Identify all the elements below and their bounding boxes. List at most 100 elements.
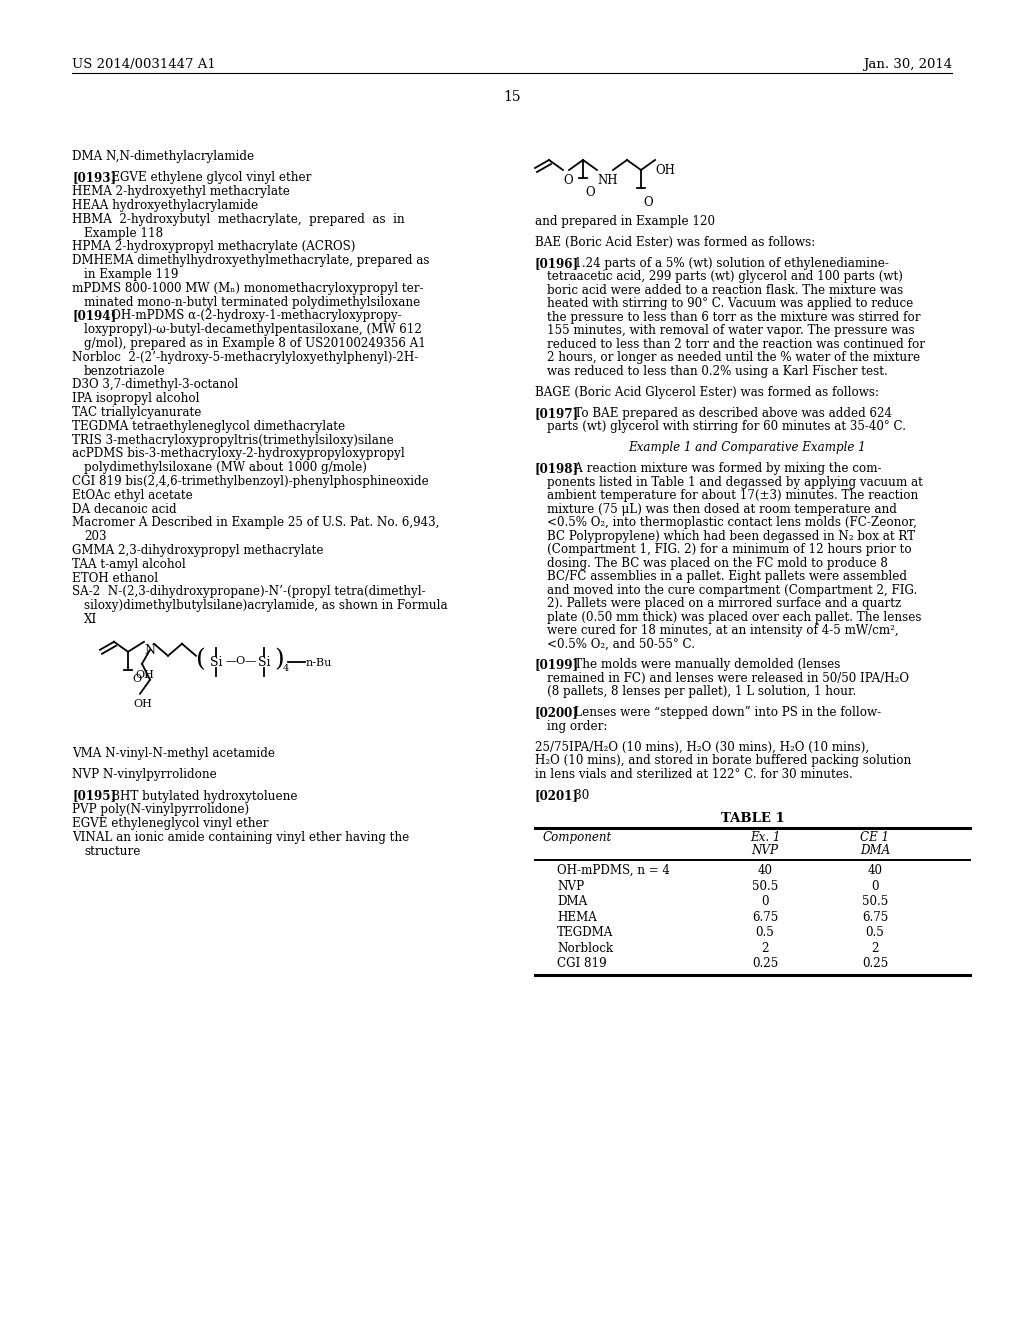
Text: TABLE 1: TABLE 1: [721, 812, 784, 825]
Text: reduced to less than 2 torr and the reaction was continued for: reduced to less than 2 torr and the reac…: [547, 338, 925, 351]
Text: acPDMS bis-3-methacryloxy-2-hydroxypropyloxypropyl: acPDMS bis-3-methacryloxy-2-hydroxypropy…: [72, 447, 404, 461]
Text: 40: 40: [867, 865, 883, 878]
Text: [0194]: [0194]: [72, 309, 117, 322]
Text: BHT butylated hydroxytoluene: BHT butylated hydroxytoluene: [100, 789, 298, 803]
Text: Si: Si: [210, 656, 222, 669]
Text: DA decanoic acid: DA decanoic acid: [72, 503, 176, 516]
Text: A reaction mixture was formed by mixing the com-: A reaction mixture was formed by mixing …: [563, 462, 882, 475]
Text: OH-mPDMS α-(2-hydroxy-1-methacryloxypropy-: OH-mPDMS α-(2-hydroxy-1-methacryloxyprop…: [100, 309, 401, 322]
Text: and moved into the cure compartment (Compartment 2, FIG.: and moved into the cure compartment (Com…: [547, 583, 918, 597]
Text: [0193]: [0193]: [72, 172, 116, 185]
Text: the pressure to less than 6 torr as the mixture was stirred for: the pressure to less than 6 torr as the …: [547, 310, 921, 323]
Text: NVP: NVP: [557, 879, 584, 892]
Text: Component: Component: [543, 832, 612, 845]
Text: DMA: DMA: [557, 895, 587, 908]
Text: 2). Pallets were placed on a mirrored surface and a quartz: 2). Pallets were placed on a mirrored su…: [547, 597, 901, 610]
Text: 0.25: 0.25: [862, 957, 888, 970]
Text: O: O: [585, 186, 595, 199]
Text: 0.25: 0.25: [752, 957, 778, 970]
Text: D3O 3,7-dimethyl-3-octanol: D3O 3,7-dimethyl-3-octanol: [72, 379, 239, 392]
Text: TRIS 3-methacryloxypropyltris(trimethylsiloxy)silane: TRIS 3-methacryloxypropyltris(trimethyls…: [72, 433, 394, 446]
Text: Example 118: Example 118: [84, 227, 163, 240]
Text: CGI 819 bis(2,4,6-trimethylbenzoyl)-phenylphosphineoxide: CGI 819 bis(2,4,6-trimethylbenzoyl)-phen…: [72, 475, 429, 488]
Text: 2 hours, or longer as needed until the % water of the mixture: 2 hours, or longer as needed until the %…: [547, 351, 921, 364]
Text: TEGDMA: TEGDMA: [557, 927, 613, 940]
Text: was reduced to less than 0.2% using a Karl Fischer test.: was reduced to less than 0.2% using a Ka…: [547, 364, 888, 378]
Text: OH: OH: [655, 164, 675, 177]
Text: mixture (75 μL) was then dosed at room temperature and: mixture (75 μL) was then dosed at room t…: [547, 503, 897, 516]
Text: O: O: [132, 673, 141, 684]
Text: Ex. 1: Ex. 1: [750, 832, 780, 845]
Text: HPMA 2-hydroxypropyl methacrylate (ACROS): HPMA 2-hydroxypropyl methacrylate (ACROS…: [72, 240, 355, 253]
Text: 50.5: 50.5: [862, 895, 888, 908]
Text: DMA: DMA: [860, 843, 890, 857]
Text: 40: 40: [758, 865, 772, 878]
Text: GMMA 2,3-dihydroxypropyl methacrylate: GMMA 2,3-dihydroxypropyl methacrylate: [72, 544, 324, 557]
Text: plate (0.50 mm thick) was placed over each pallet. The lenses: plate (0.50 mm thick) was placed over ea…: [547, 611, 922, 623]
Text: Lenses were “stepped down” into PS in the follow-: Lenses were “stepped down” into PS in th…: [563, 706, 882, 719]
Text: mPDMS 800-1000 MW (Mₙ) monomethacryloxypropyl ter-: mPDMS 800-1000 MW (Mₙ) monomethacryloxyp…: [72, 281, 424, 294]
Text: EGVE ethylene glycol vinyl ether: EGVE ethylene glycol vinyl ether: [100, 172, 311, 185]
Text: structure: structure: [84, 845, 140, 858]
Text: ponents listed in Table 1 and degassed by applying vacuum at: ponents listed in Table 1 and degassed b…: [547, 475, 923, 488]
Text: (Compartment 1, FIG. 2) for a minimum of 12 hours prior to: (Compartment 1, FIG. 2) for a minimum of…: [547, 543, 911, 556]
Text: parts (wt) glycerol with stirring for 60 minutes at 35-40° C.: parts (wt) glycerol with stirring for 60…: [547, 420, 906, 433]
Text: polydimethylsiloxane (MW about 1000 g/mole): polydimethylsiloxane (MW about 1000 g/mo…: [84, 461, 367, 474]
Text: VMA N-vinyl-N-methyl acetamide: VMA N-vinyl-N-methyl acetamide: [72, 747, 275, 760]
Text: tetraacetic acid, 299 parts (wt) glycerol and 100 parts (wt): tetraacetic acid, 299 parts (wt) glycero…: [547, 271, 903, 284]
Text: 4: 4: [283, 664, 289, 673]
Text: CGI 819: CGI 819: [557, 957, 606, 970]
Text: Jan. 30, 2014: Jan. 30, 2014: [863, 58, 952, 71]
Text: [0195]: [0195]: [72, 789, 116, 803]
Text: 1.24 parts of a 5% (wt) solution of ethylenediamine-: 1.24 parts of a 5% (wt) solution of ethy…: [563, 257, 889, 269]
Text: CE 1: CE 1: [860, 832, 890, 845]
Text: PVP poly(N-vinylpyrrolidone): PVP poly(N-vinylpyrrolidone): [72, 804, 249, 816]
Text: benzotriazole: benzotriazole: [84, 364, 166, 378]
Text: —O—: —O—: [226, 656, 257, 665]
Text: HEMA: HEMA: [557, 911, 597, 924]
Text: O: O: [643, 195, 652, 209]
Text: 6.75: 6.75: [862, 911, 888, 924]
Text: TEGDMA tetraethyleneglycol dimethacrylate: TEGDMA tetraethyleneglycol dimethacrylat…: [72, 420, 345, 433]
Text: boric acid were added to a reaction flask. The mixture was: boric acid were added to a reaction flas…: [547, 284, 903, 297]
Text: 155 minutes, with removal of water vapor. The pressure was: 155 minutes, with removal of water vapor…: [547, 325, 914, 338]
Text: 0.5: 0.5: [865, 927, 885, 940]
Text: in Example 119: in Example 119: [84, 268, 178, 281]
Text: 0: 0: [871, 879, 879, 892]
Text: <0.5% O₂, into thermoplastic contact lens molds (FC-Zeonor,: <0.5% O₂, into thermoplastic contact len…: [547, 516, 916, 529]
Text: DMA N,N-dimethylacrylamide: DMA N,N-dimethylacrylamide: [72, 150, 254, 162]
Text: DMHEMA dimethylhydroxyethylmethacrylate, prepared as: DMHEMA dimethylhydroxyethylmethacrylate,…: [72, 255, 429, 267]
Text: ambient temperature for about 17(±3) minutes. The reaction: ambient temperature for about 17(±3) min…: [547, 488, 919, 502]
Text: HEAA hydroxyethylacrylamide: HEAA hydroxyethylacrylamide: [72, 199, 258, 213]
Text: [0201]: [0201]: [535, 789, 579, 801]
Text: The molds were manually demolded (lenses: The molds were manually demolded (lenses: [563, 659, 841, 672]
Text: 6.75: 6.75: [752, 911, 778, 924]
Text: 2: 2: [871, 941, 879, 954]
Text: 30: 30: [563, 789, 590, 801]
Text: minated mono-n-butyl terminated polydimethylsiloxane: minated mono-n-butyl terminated polydime…: [84, 296, 420, 309]
Text: ing order:: ing order:: [547, 719, 607, 733]
Text: OH: OH: [135, 669, 154, 680]
Text: ): ): [274, 648, 284, 672]
Text: BAE (Boric Acid Ester) was formed as follows:: BAE (Boric Acid Ester) was formed as fol…: [535, 236, 815, 249]
Text: g/mol), prepared as in Example 8 of US20100249356 A1: g/mol), prepared as in Example 8 of US20…: [84, 337, 426, 350]
Text: Si: Si: [258, 656, 270, 669]
Text: and prepared in Example 120: and prepared in Example 120: [535, 215, 715, 228]
Text: HBMA  2-hydroxybutyl  methacrylate,  prepared  as  in: HBMA 2-hydroxybutyl methacrylate, prepar…: [72, 213, 404, 226]
Text: [0197]: [0197]: [535, 407, 580, 420]
Text: in lens vials and sterilized at 122° C. for 30 minutes.: in lens vials and sterilized at 122° C. …: [535, 768, 853, 781]
Text: Norbloc  2-(2’-hydroxy-5-methacrylyloxyethylphenyl)-2H-: Norbloc 2-(2’-hydroxy-5-methacrylyloxyet…: [72, 351, 418, 364]
Text: OH-mPDMS, n = 4: OH-mPDMS, n = 4: [557, 865, 670, 878]
Text: remained in FC) and lenses were released in 50/50 IPA/H₂O: remained in FC) and lenses were released…: [547, 672, 909, 685]
Text: <0.5% O₂, and 50-55° C.: <0.5% O₂, and 50-55° C.: [547, 638, 695, 651]
Text: Example 1 and Comparative Example 1: Example 1 and Comparative Example 1: [629, 441, 866, 454]
Text: US 2014/0031447 A1: US 2014/0031447 A1: [72, 58, 216, 71]
Text: 203: 203: [84, 531, 106, 544]
Text: O: O: [563, 174, 572, 187]
Text: IPA isopropyl alcohol: IPA isopropyl alcohol: [72, 392, 200, 405]
Text: 0.5: 0.5: [756, 927, 774, 940]
Text: heated with stirring to 90° C. Vacuum was applied to reduce: heated with stirring to 90° C. Vacuum wa…: [547, 297, 913, 310]
Text: BC/FC assemblies in a pallet. Eight pallets were assembled: BC/FC assemblies in a pallet. Eight pall…: [547, 570, 907, 583]
Text: 15: 15: [503, 90, 521, 104]
Text: NH: NH: [597, 174, 617, 187]
